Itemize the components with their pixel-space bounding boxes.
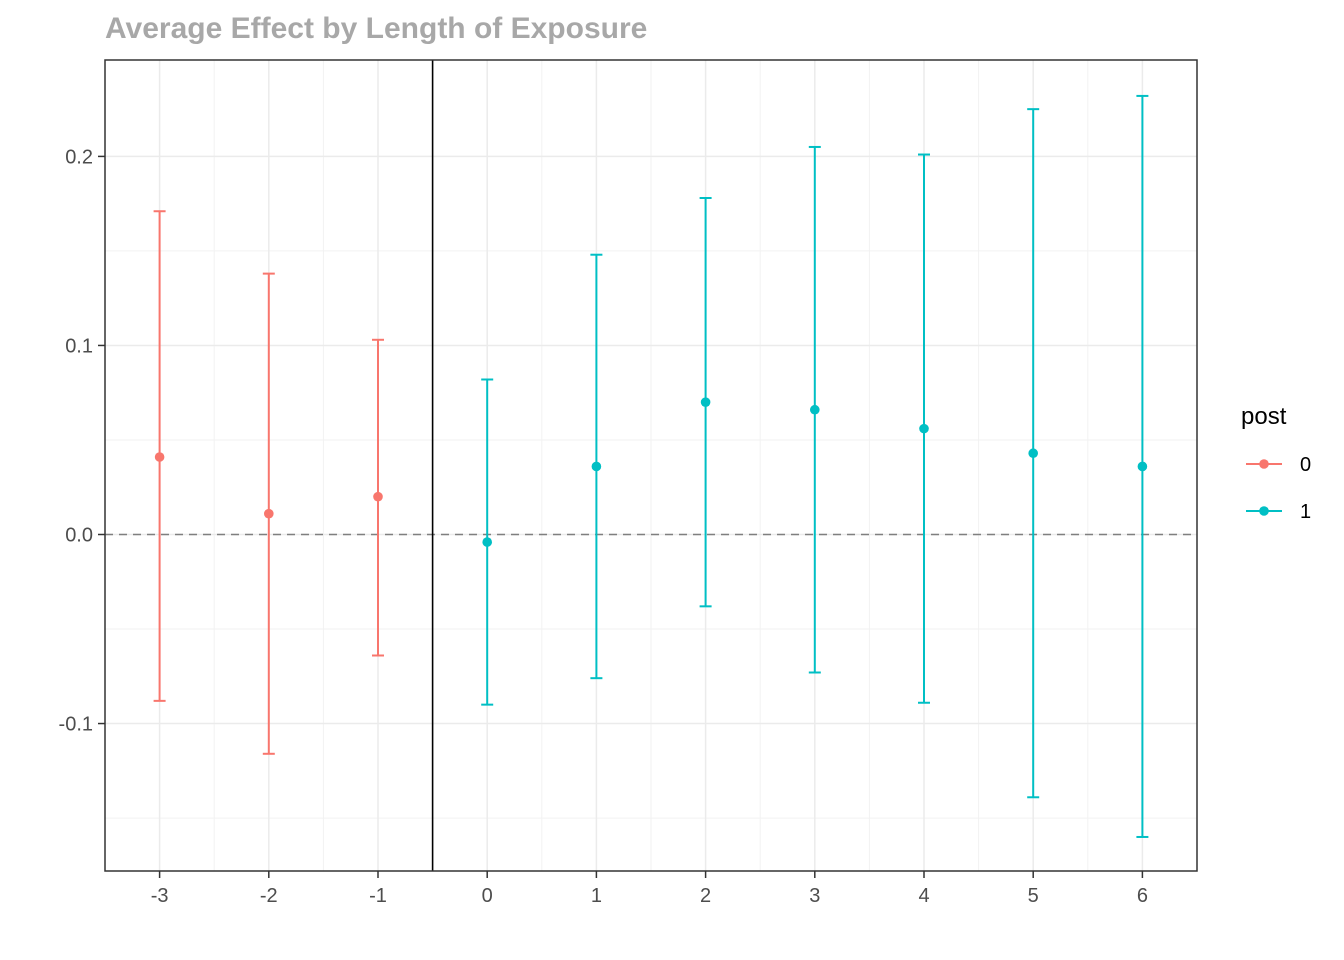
x-tick-label: 3 bbox=[809, 885, 820, 907]
reference-lines bbox=[105, 60, 1197, 871]
x-tick-label: -2 bbox=[260, 885, 278, 907]
legend-label: 1 bbox=[1300, 501, 1311, 523]
x-tick-label: 2 bbox=[700, 885, 711, 907]
x-tick-label: 6 bbox=[1137, 885, 1148, 907]
plot-border bbox=[104, 59, 1198, 872]
point-estimate bbox=[264, 508, 274, 519]
legend-title: post bbox=[1241, 403, 1287, 430]
y-tick-label: 0.2 bbox=[65, 146, 93, 168]
legend-key-point bbox=[1259, 506, 1269, 516]
x-tick-label: 1 bbox=[591, 885, 602, 907]
axes: -3 -2 -1 0 1 2 3 4 5 6 -0.1 0.0 0.1 0.2 bbox=[59, 146, 1148, 907]
y-tick-label: 0.1 bbox=[65, 335, 93, 357]
point-estimate bbox=[482, 537, 493, 547]
x-tick-label: 4 bbox=[918, 885, 929, 907]
point-estimate bbox=[919, 423, 929, 434]
x-tick-label: 0 bbox=[482, 885, 493, 907]
legend-label: 0 bbox=[1300, 454, 1311, 476]
data-layer bbox=[153, 94, 1149, 838]
point-estimate bbox=[1137, 461, 1148, 472]
chart-title: Average Effect by Length of Exposure bbox=[105, 12, 647, 45]
point-estimate bbox=[810, 404, 820, 415]
point-estimate bbox=[373, 491, 383, 502]
point-estimate bbox=[1028, 448, 1038, 459]
x-tick-label: 5 bbox=[1028, 885, 1039, 907]
point-estimate bbox=[591, 461, 602, 472]
legend: post 0 1 bbox=[1241, 403, 1311, 523]
x-tick-label: -3 bbox=[151, 885, 169, 907]
x-tick-label: -1 bbox=[369, 885, 387, 907]
point-estimate bbox=[700, 397, 711, 407]
point-estimate bbox=[154, 452, 165, 462]
legend-key-point bbox=[1259, 459, 1269, 469]
y-tick-label: 0.0 bbox=[65, 525, 93, 547]
y-tick-label: -0.1 bbox=[59, 714, 93, 736]
